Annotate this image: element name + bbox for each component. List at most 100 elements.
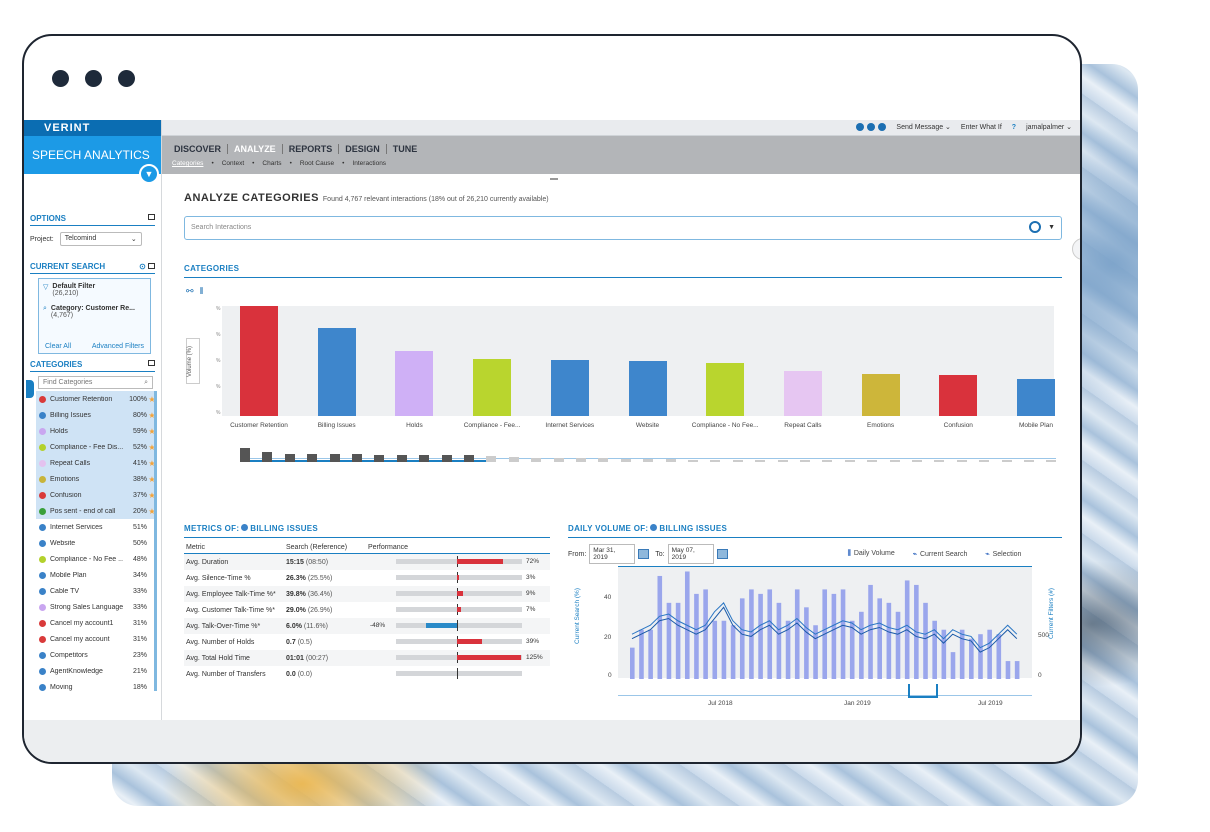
tab-reports[interactable]: REPORTS — [283, 144, 340, 154]
category-item[interactable]: Website 50% — [36, 535, 157, 551]
daily-bar[interactable] — [1014, 661, 1020, 679]
window-dot-2[interactable] — [85, 70, 102, 87]
category-item[interactable]: AgentKnowledge 21% — [36, 663, 157, 679]
category-item[interactable]: Moving 18% — [36, 679, 157, 695]
star-icon[interactable]: ★ — [148, 410, 156, 420]
category-item[interactable]: Cable TV 33% — [36, 583, 157, 599]
chevron-down-icon[interactable]: ▼ — [1048, 224, 1055, 231]
bar[interactable] — [317, 328, 356, 416]
daily-bar[interactable] — [950, 652, 956, 679]
category-item[interactable]: Customer Retention 100% ★ — [36, 391, 157, 407]
bar[interactable] — [628, 361, 667, 416]
collapse-handle[interactable] — [26, 380, 34, 398]
chevron-down-icon[interactable]: ▼ — [139, 164, 159, 184]
subtab-root-cause[interactable]: Root Cause — [299, 160, 335, 167]
daily-bar[interactable] — [886, 602, 892, 679]
bar[interactable] — [473, 358, 512, 416]
bar[interactable] — [939, 375, 978, 416]
daily-bar[interactable] — [969, 638, 974, 679]
search-icon[interactable] — [1029, 221, 1041, 233]
enter-what-if-button[interactable]: Enter What If — [960, 123, 1002, 131]
tab-tune[interactable]: TUNE — [392, 144, 418, 154]
bar[interactable] — [706, 363, 745, 416]
daily-bar[interactable] — [813, 625, 818, 679]
category-item[interactable]: Competitors 23% — [36, 647, 157, 663]
search-icon[interactable]: ⌕ — [144, 379, 148, 386]
navigator-window[interactable] — [240, 448, 486, 462]
print-icon[interactable] — [878, 123, 887, 131]
star-icon[interactable]: ★ — [148, 394, 156, 404]
daily-bar[interactable] — [694, 593, 699, 679]
bar[interactable] — [240, 306, 278, 416]
daily-bar[interactable] — [639, 629, 644, 679]
minimize-icon[interactable] — [148, 263, 155, 269]
save-icon[interactable] — [856, 123, 865, 131]
daily-bar[interactable] — [849, 620, 855, 679]
daily-bar[interactable] — [868, 584, 873, 679]
daily-bar[interactable] — [739, 598, 745, 679]
daily-bar[interactable] — [959, 629, 965, 679]
subtab-charts[interactable]: Charts — [262, 160, 282, 167]
window-dot-1[interactable] — [52, 70, 69, 87]
daily-bar[interactable] — [923, 602, 928, 679]
daily-bar[interactable] — [785, 620, 791, 679]
daily-bar[interactable] — [978, 634, 983, 679]
help-button[interactable]: ? — [1011, 123, 1017, 131]
clear-all-link[interactable]: Clear All — [45, 343, 72, 350]
daily-bar[interactable] — [721, 620, 727, 679]
daily-bar[interactable] — [712, 620, 718, 679]
to-date-input[interactable]: May 07, 2019 — [667, 544, 714, 564]
user-menu[interactable]: jamalpalmer ⌄ — [1026, 124, 1072, 131]
star-icon[interactable]: ★ — [148, 458, 156, 468]
subtab-interactions[interactable]: Interactions — [352, 160, 387, 167]
tab-design[interactable]: DESIGN — [339, 144, 387, 154]
table-row[interactable]: Avg. Number of Transfers 0.0 (0.0) — [184, 666, 550, 682]
daily-bar[interactable] — [749, 589, 754, 679]
chart-settings-icon[interactable]: ⫴ — [199, 286, 204, 296]
star-icon[interactable]: ★ — [148, 426, 156, 436]
daily-bar[interactable] — [657, 575, 663, 679]
chart-type-icon[interactable]: ⚯ — [186, 286, 194, 296]
daily-bar[interactable] — [996, 634, 1002, 679]
calendar-icon[interactable] — [638, 549, 650, 559]
add-icon[interactable]: + — [1072, 238, 1080, 260]
refresh-icon[interactable]: ⊙ — [139, 262, 146, 271]
daily-bar[interactable] — [758, 593, 763, 679]
category-item[interactable]: Cancel my account 31% — [36, 631, 157, 647]
daily-bar[interactable] — [941, 629, 947, 679]
daily-bar[interactable] — [895, 611, 901, 679]
calendar-icon[interactable] — [716, 549, 728, 559]
bar[interactable] — [783, 370, 822, 416]
daily-bar[interactable] — [877, 598, 882, 679]
table-row[interactable]: Avg. Customer Talk-Time %* 29.0% (26.9%) 7… — [184, 602, 550, 618]
bar[interactable] — [395, 351, 434, 416]
table-row[interactable]: Avg. Duration 15:15 (08:50) 72% — [184, 554, 550, 570]
window-dot-3[interactable] — [118, 70, 135, 87]
daily-bar[interactable] — [703, 589, 708, 679]
category-item[interactable]: Pos sent - end of call 20% ★ — [36, 503, 157, 519]
daily-bar[interactable] — [630, 647, 635, 679]
category-scrollbar[interactable] — [154, 391, 157, 691]
category-item[interactable]: Emotions 38% ★ — [36, 471, 157, 487]
bar[interactable] — [550, 359, 589, 416]
daily-bar[interactable] — [932, 620, 937, 679]
category-item[interactable]: Strong Sales Language 33% — [36, 599, 157, 615]
daily-bar[interactable] — [767, 589, 773, 679]
legend-selection[interactable]: ⌁ Selection — [985, 550, 1021, 558]
category-item[interactable]: Internet Services 51% — [36, 519, 157, 535]
star-icon[interactable]: ★ — [148, 442, 156, 452]
daily-bar[interactable] — [1005, 661, 1011, 679]
category-item[interactable]: Compliance - Fee Dis... 52% ★ — [36, 439, 157, 455]
category-item[interactable]: Billing Issues 80% ★ — [36, 407, 157, 423]
daily-bar[interactable] — [794, 589, 800, 679]
navigator-window[interactable] — [908, 684, 938, 698]
daily-bar[interactable] — [859, 611, 864, 679]
drag-handle[interactable] — [550, 178, 558, 180]
bar[interactable] — [861, 374, 900, 416]
tab-discover[interactable]: DISCOVER — [168, 144, 229, 154]
daily-bar[interactable] — [804, 607, 809, 679]
daily-bar[interactable] — [840, 589, 846, 679]
category-item[interactable]: Confusion 37% ★ — [36, 487, 157, 503]
subtab-context[interactable]: Context — [221, 160, 245, 167]
star-icon[interactable]: ★ — [148, 490, 156, 500]
